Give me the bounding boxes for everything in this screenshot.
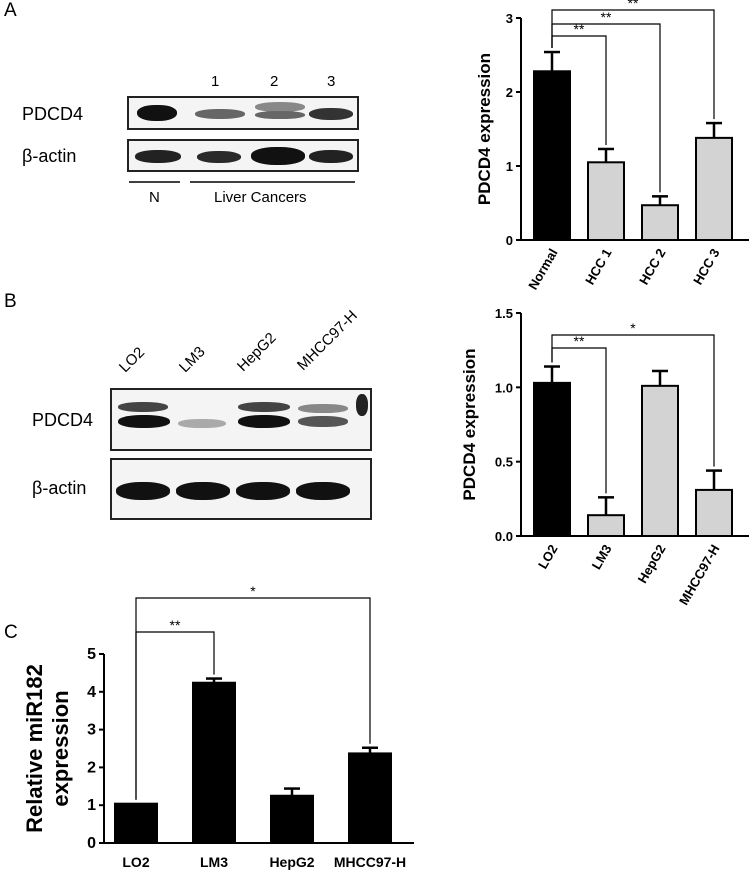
panel-a-letter: A	[4, 0, 17, 21]
x-tick-label: HCC 3	[690, 246, 722, 287]
bar	[533, 70, 571, 241]
chart-c-y-axis-label: expression	[48, 690, 73, 806]
x-tick-label: LM3	[200, 854, 228, 870]
panel-b-letter: B	[4, 291, 17, 312]
x-tick-label: HCC 1	[582, 246, 614, 287]
significance-label: **	[170, 617, 181, 633]
y-tick-label: 4	[87, 684, 96, 701]
chart-a-y-axis-label: PDCD4 expression	[475, 53, 494, 205]
significance-label: **	[574, 333, 585, 349]
lane-number-2: 2	[270, 73, 279, 90]
blot-b-row-label-pdcd4: PDCD4	[32, 410, 94, 430]
y-tick-label: 1	[506, 159, 513, 174]
significance-bracket	[551, 9, 715, 120]
band	[238, 415, 290, 428]
band	[236, 482, 290, 500]
blot-a-row-label-pdcd4: PDCD4	[22, 104, 84, 124]
x-tick-label: LO2	[535, 542, 561, 571]
x-tick-label: LO2	[122, 854, 149, 870]
blot-a-group-label-normal: N	[149, 189, 160, 206]
band	[197, 151, 241, 163]
band	[255, 111, 305, 119]
significance-bracket	[551, 334, 715, 467]
blot-b-row-label-actin: β-actin	[32, 478, 87, 498]
blot-b-actin-strip	[110, 458, 372, 520]
y-tick-label: 0	[87, 835, 96, 852]
band	[309, 150, 353, 163]
band	[118, 415, 170, 428]
y-tick-label: 1	[87, 797, 96, 814]
band	[118, 402, 168, 412]
chart-b-y-axis-label: PDCD4 expression	[460, 348, 479, 500]
significance-label: *	[250, 583, 256, 599]
lane-number-3: 3	[327, 73, 336, 90]
significance-bracket	[135, 597, 371, 800]
band	[238, 402, 290, 412]
significance-label: **	[601, 9, 612, 25]
bar	[348, 752, 392, 844]
blot-a-actin-strip	[127, 139, 359, 172]
bar	[192, 681, 236, 845]
x-tick-label: MHCC97-H	[676, 542, 723, 608]
y-tick-label: 3	[87, 722, 96, 739]
band	[356, 394, 368, 416]
band	[298, 416, 348, 427]
blot-a-pdcd4-strip	[127, 96, 359, 130]
significance-label: *	[630, 320, 636, 336]
band	[251, 147, 305, 165]
band	[116, 482, 170, 500]
chart-c-y-axis-label: Relative miR182	[22, 664, 47, 833]
bar	[641, 384, 679, 538]
y-tick-label: 0.5	[495, 455, 513, 470]
lane-number-1: 1	[211, 73, 220, 90]
bar	[114, 802, 158, 844]
y-tick-label: 5	[87, 646, 96, 663]
y-tick-label: 2	[87, 759, 96, 776]
x-tick-label: HepG2	[635, 542, 669, 586]
band	[176, 482, 230, 500]
bar	[587, 161, 625, 241]
x-tick-label: HCC 2	[636, 246, 668, 287]
y-tick-label: 0.0	[495, 529, 513, 544]
bar	[695, 488, 733, 537]
x-tick-label: Normal	[525, 246, 560, 292]
band	[178, 419, 226, 428]
bar	[695, 136, 733, 242]
bar	[533, 381, 571, 537]
blot-a-group-label-cancer: Liver Cancers	[214, 189, 307, 206]
band	[135, 150, 181, 163]
y-tick-label: 2	[506, 85, 513, 100]
significance-label: **	[628, 0, 639, 11]
band	[296, 482, 350, 500]
band	[137, 105, 177, 121]
y-tick-label: 0	[506, 233, 513, 248]
bar	[587, 514, 625, 537]
y-tick-label: 1.0	[495, 380, 513, 395]
bar	[641, 204, 679, 241]
band	[298, 404, 348, 413]
y-tick-label: 3	[506, 11, 513, 26]
band	[255, 102, 305, 112]
panel-c-letter: C	[4, 622, 18, 643]
blot-a-row-label-actin: β-actin	[22, 146, 77, 166]
x-tick-label: MHCC97-H	[334, 854, 406, 870]
bar	[270, 794, 314, 844]
band	[195, 109, 245, 119]
y-tick-label: 1.5	[495, 306, 513, 321]
x-tick-label: HepG2	[269, 854, 314, 870]
significance-label: **	[574, 21, 585, 37]
band	[309, 108, 353, 120]
blot-b-pdcd4-strip	[110, 388, 372, 451]
x-tick-label: LM3	[589, 542, 615, 572]
